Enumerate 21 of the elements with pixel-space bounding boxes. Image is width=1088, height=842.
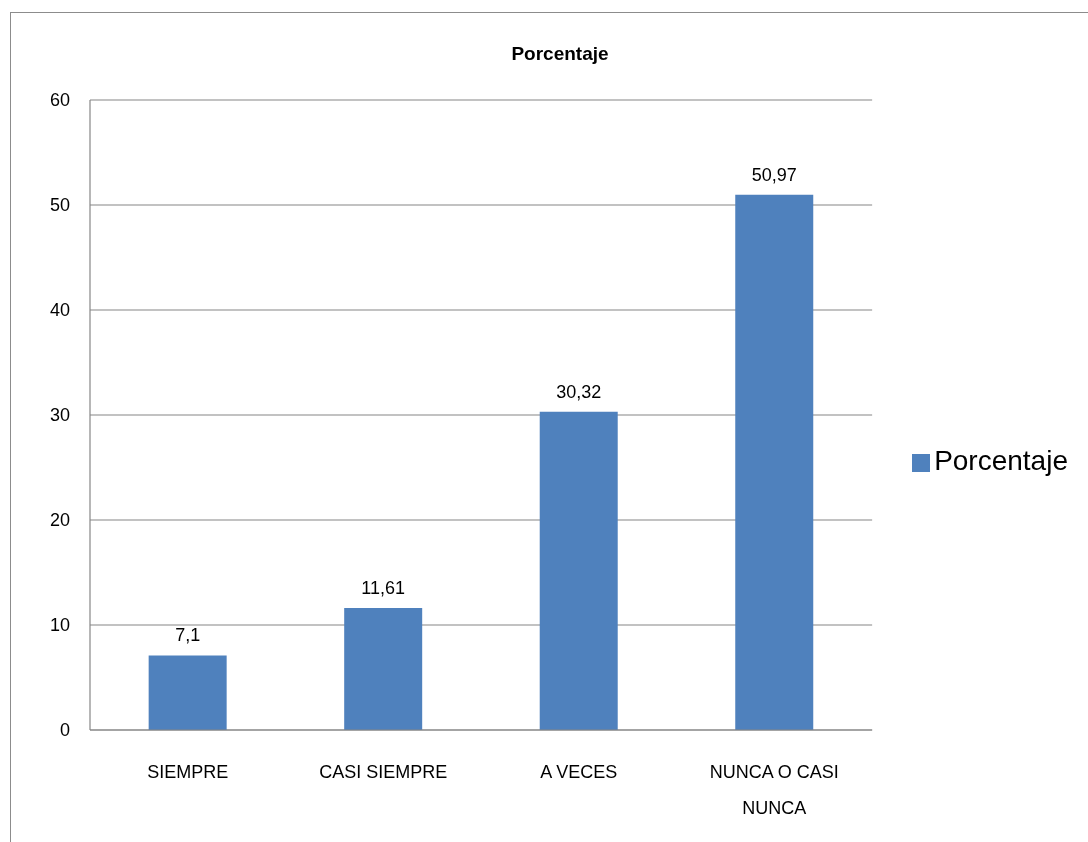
x-tick-label: A VECES	[540, 762, 618, 782]
legend-label: Porcentaje	[934, 445, 1068, 476]
y-tick-label: 60	[49, 90, 70, 111]
x-tick-label: CASI SIEMPRE	[319, 762, 448, 782]
data-label: 11,61	[361, 578, 406, 599]
data-label: 7,1	[175, 625, 201, 646]
bar	[148, 655, 227, 730]
x-tick-label: NUNCA O CASI NUNCA	[709, 762, 839, 818]
y-tick-label: 40	[49, 300, 70, 321]
bar	[735, 194, 814, 730]
chart-title: Porcentaje	[510, 43, 610, 65]
y-tick-label: 20	[49, 510, 70, 531]
y-tick-label: 0	[59, 720, 70, 741]
bar	[344, 608, 423, 730]
data-label: 30,32	[556, 381, 602, 402]
y-tick-label: 50	[49, 195, 70, 216]
y-tick-label: 30	[49, 405, 70, 426]
data-label: 50,97	[751, 164, 797, 185]
y-tick-label: 10	[49, 615, 70, 636]
bar	[539, 411, 618, 730]
x-tick-label: SIEMPRE	[147, 762, 229, 782]
